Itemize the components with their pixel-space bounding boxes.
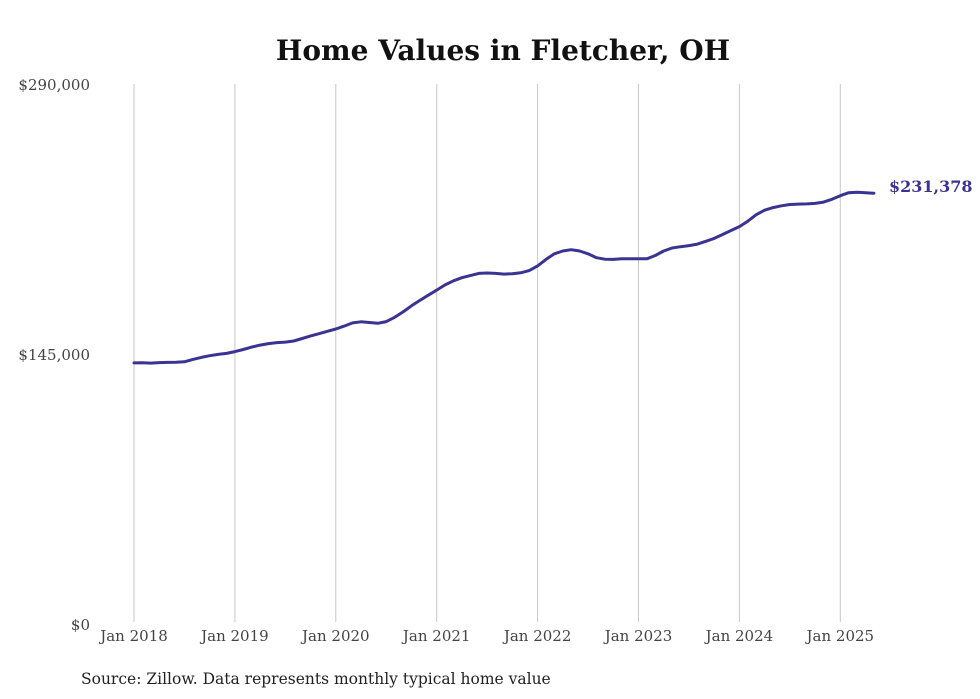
gridlines xyxy=(133,84,841,622)
x-tick-label: Jan 2025 xyxy=(805,627,875,645)
y-tick-label: $0 xyxy=(71,616,90,634)
y-axis: $0 $145,000 $290,000 xyxy=(18,76,90,634)
latest-value-label: $231,378 xyxy=(889,177,973,196)
chart-title: Home Values in Fletcher, OH xyxy=(276,34,730,67)
x-axis: Jan 2018 Jan 2019 Jan 2020 Jan 2021 Jan 2022… xyxy=(98,627,874,645)
x-tick-label: Jan 2018 xyxy=(98,627,168,645)
x-tick-label: Jan 2023 xyxy=(603,627,673,645)
x-tick-label: Jan 2022 xyxy=(502,627,572,645)
x-tick-label: Jan 2019 xyxy=(199,627,269,645)
y-tick-label: $145,000 xyxy=(18,346,90,364)
x-tick-label: Jan 2024 xyxy=(704,627,774,645)
source-note: Source: Zillow. Data represents monthly … xyxy=(81,670,551,688)
home-value-series-line xyxy=(132,190,876,365)
y-tick-label: $290,000 xyxy=(18,76,90,94)
x-tick-label: Jan 2021 xyxy=(401,627,471,645)
x-tick-label: Jan 2020 xyxy=(300,627,370,645)
